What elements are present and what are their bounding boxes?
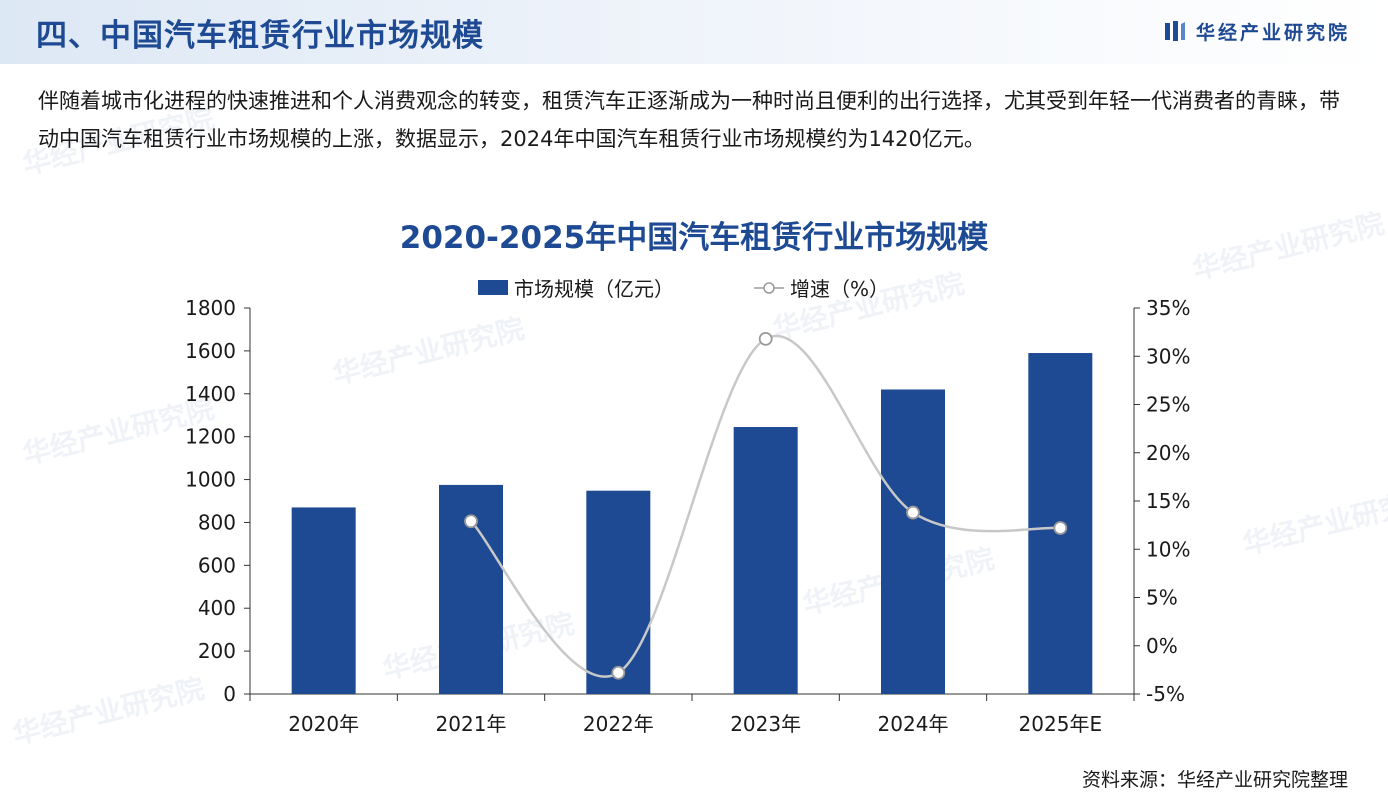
bar-market-size	[733, 427, 798, 694]
legend-label-market-size: 市场规模（亿元）	[514, 277, 674, 301]
y-left-tick-label: 1600	[185, 339, 236, 363]
bar-market-size	[291, 507, 356, 694]
x-tick-label: 2023年	[730, 712, 801, 736]
y-left-tick-label: 400	[198, 596, 236, 620]
y-right-tick-label: 35%	[1146, 296, 1190, 320]
y-right-tick-label: 10%	[1146, 537, 1190, 561]
y-left-tick-label: 0	[223, 682, 236, 706]
source-note: 资料来源：华经产业研究院整理	[1081, 769, 1348, 791]
growth-point	[906, 505, 920, 520]
y-right-tick-label: 25%	[1146, 393, 1190, 417]
y-left-tick-label: 1400	[185, 382, 236, 406]
y-left-tick-label: 1200	[185, 425, 236, 449]
y-right-tick-label: 5%	[1146, 586, 1178, 610]
legend-item-market-size: 市场规模（亿元）	[478, 273, 674, 302]
x-tick-label: 2022年	[583, 712, 654, 736]
y-right-tick-label: 15%	[1146, 489, 1190, 513]
growth-point	[611, 665, 626, 680]
page-title: 四、中国汽车租赁行业市场规模	[36, 18, 484, 54]
brand-logo: 华经产业研究院	[1164, 18, 1350, 44]
y-right-tick-label: 30%	[1146, 344, 1190, 368]
bar-market-size	[881, 389, 945, 694]
legend-label-growth: 增速（%）	[790, 277, 890, 301]
y-right-tick-label: -5%	[1146, 682, 1185, 706]
legend-bar-swatch	[478, 280, 508, 295]
growth-line	[470, 334, 1061, 678]
x-tick-label: 2024年	[878, 712, 949, 736]
legend-line-swatch	[754, 281, 784, 294]
x-tick-label: 2020年	[288, 712, 359, 736]
logo-text: 华经产业研究院	[1195, 21, 1350, 44]
growth-point	[1053, 521, 1068, 535]
y-left-tick-label: 1800	[185, 296, 236, 320]
y-right-tick-label: 0%	[1146, 634, 1178, 658]
y-right-tick-label: 20%	[1146, 441, 1190, 465]
header-banner: 四、中国汽车租赁行业市场规模 华经产业研究院	[0, 0, 1388, 64]
y-left-tick-label: 200	[198, 639, 236, 663]
legend-item-growth: 增速（%）	[674, 273, 889, 302]
y-left-tick-label: 800	[198, 510, 236, 534]
x-tick-label: 2021年	[436, 712, 507, 736]
growth-point	[464, 514, 478, 529]
y-left-tick-label: 1000	[185, 468, 236, 492]
bar-market-size	[586, 490, 651, 694]
chart-legend: 市场规模（亿元） 增速（%）	[478, 273, 889, 302]
growth-point	[758, 331, 773, 346]
y-left-tick-label: 600	[198, 553, 236, 577]
logo-mark-icon	[1164, 21, 1185, 41]
intro-paragraph: 伴随着城市化进程的快速推进和个人消费观念的转变，租赁汽车正逐渐成为一种时尚且便利…	[38, 89, 1340, 151]
chart-title: 2020-2025年中国汽车租赁行业市场规模	[399, 220, 989, 256]
x-tick-label: 2025年E	[1019, 712, 1103, 736]
